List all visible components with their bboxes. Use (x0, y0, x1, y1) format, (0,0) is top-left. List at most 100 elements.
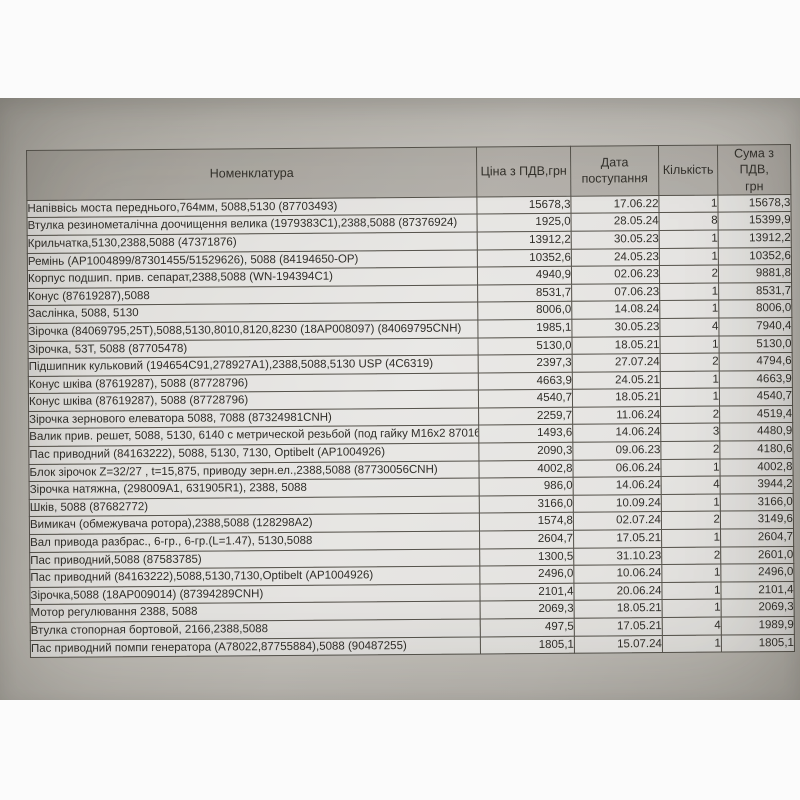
document-photo: Номенклатура Ціна з ПДВ,грн Дата поступа… (0, 98, 800, 700)
cell-price: 4663,9 (478, 371, 573, 391)
col-header-date: Дата поступання (570, 145, 659, 196)
cell-qty: 1 (662, 599, 722, 618)
cell-price: 15678,3 (476, 195, 572, 215)
cell-date: 14.08.24 (571, 300, 660, 320)
cell-price: 497,5 (480, 618, 575, 637)
cell-qty: 4 (662, 617, 722, 636)
cell-qty: 1 (659, 335, 720, 354)
cell-price: 1925,0 (477, 213, 572, 232)
col-header-qty: Кількість (658, 145, 718, 196)
cell-sum: 1989,9 (721, 616, 795, 635)
cell-price: 8531,7 (477, 283, 572, 303)
cell-price: 2259,7 (478, 407, 573, 426)
cell-price: 2397,3 (478, 354, 573, 373)
cell-qty: 2 (659, 265, 719, 284)
cell-qty: 1 (659, 300, 719, 319)
cell-sum: 2101,4 (720, 581, 795, 600)
cell-date: 18.05.21 (572, 388, 661, 408)
cell-price: 4940,9 (477, 266, 572, 285)
cell-sum: 4794,6 (719, 352, 793, 371)
cell-qty: 4 (659, 317, 719, 337)
cell-price: 1985,1 (477, 319, 572, 338)
cell-sum: 4519,4 (719, 405, 793, 424)
cell-price: 986,0 (479, 477, 574, 496)
cell-date: 17.05.21 (574, 617, 663, 636)
cell-qty: 1 (661, 529, 721, 548)
cell-qty: 1 (660, 458, 721, 477)
cell-sum: 9881,8 (718, 264, 792, 283)
cell-qty: 4 (661, 476, 721, 495)
cell-price: 1574,8 (479, 512, 574, 531)
cell-qty: 1 (659, 282, 719, 301)
cell-date: 09.06.23 (572, 441, 661, 460)
cell-price: 5130,0 (477, 336, 573, 356)
cell-date: 14.06.24 (573, 476, 662, 496)
cell-date: 14.06.24 (572, 423, 661, 443)
cell-sum: 4480,9 (719, 422, 793, 442)
cell-date: 10.06.24 (573, 564, 662, 584)
cell-qty: 1 (660, 370, 720, 389)
cell-price: 2496,0 (479, 565, 574, 584)
cell-sum: 13912,2 (718, 229, 792, 248)
cell-qty: 8 (659, 212, 719, 231)
cell-sum: 3944,2 (720, 475, 794, 494)
cell-sum: 4540,7 (719, 387, 793, 406)
cell-date: 02.07.24 (573, 511, 662, 531)
cell-qty: 1 (658, 194, 719, 213)
paper-sheet: Номенклатура Ціна з ПДВ,грн Дата поступа… (26, 144, 795, 658)
cell-sum: 10352,6 (718, 247, 792, 266)
cell-sum: 3149,6 (720, 510, 794, 530)
cell-qty: 1 (659, 247, 719, 266)
cell-date: 28.05.24 (571, 212, 660, 232)
cell-sum: 15678,3 (717, 194, 792, 213)
cell-date: 17.05.21 (573, 529, 662, 548)
cell-date: 15.07.24 (574, 635, 663, 654)
cell-sum: 2496,0 (720, 563, 794, 582)
cell-price: 1805,1 (480, 635, 575, 655)
cell-price: 4002,8 (478, 459, 574, 479)
cell-sum: 8531,7 (718, 282, 792, 301)
cell-price: 2069,3 (480, 600, 575, 619)
cell-price: 2604,7 (479, 530, 574, 549)
cell-sum: 3166,0 (720, 493, 794, 512)
cell-sum: 2601,0 (720, 546, 794, 565)
cell-date: 31.10.23 (573, 547, 662, 566)
cell-price: 10352,6 (477, 248, 572, 268)
col-header-sum: Сума з ПДВ, грн (717, 144, 791, 195)
cell-sum: 5130,0 (718, 334, 793, 354)
cell-qty: 1 (661, 581, 722, 600)
cell-qty: 1 (661, 493, 721, 512)
cell-sum: 15399,9 (718, 211, 792, 231)
cell-qty: 2 (660, 441, 720, 460)
cell-date: 17.06.22 (570, 195, 660, 214)
col-header-price: Ціна з ПДВ,грн (476, 146, 571, 197)
cell-date: 07.06.23 (571, 283, 660, 302)
cell-qty: 2 (661, 546, 721, 565)
cell-sum: 4002,8 (719, 458, 794, 477)
cell-date: 20.06.24 (573, 582, 663, 601)
cell-date: 06.06.24 (572, 459, 662, 478)
table-body: Напіввісь моста переднього,764мм, 5088,5… (26, 194, 795, 658)
cell-qty: 1 (659, 230, 719, 249)
cell-date: 10.09.24 (573, 494, 662, 513)
cell-name: Пас приводний помпи генератора (A78022,8… (30, 636, 481, 658)
cell-date: 11.06.24 (572, 406, 661, 425)
cell-qty: 3 (660, 423, 720, 442)
table-header-row: Номенклатура Ціна з ПДВ,грн Дата поступа… (26, 144, 791, 201)
cell-date: 18.05.21 (574, 599, 663, 619)
cell-price: 2090,3 (478, 442, 573, 461)
cell-date: 02.06.23 (571, 265, 660, 284)
cell-date: 18.05.21 (571, 336, 661, 355)
cell-price: 3166,0 (479, 495, 574, 514)
parts-table: Номенклатура Ціна з ПДВ,грн Дата поступа… (26, 144, 795, 658)
cell-sum: 2604,7 (720, 528, 794, 547)
cell-qty: 1 (662, 634, 722, 653)
cell-date: 30.05.23 (571, 230, 660, 249)
col-header-nomenclature: Номенклатура (26, 146, 477, 201)
cell-sum: 8006,0 (718, 299, 792, 318)
cell-price: 2101,4 (479, 583, 575, 602)
cell-sum: 4663,9 (719, 370, 793, 389)
cell-sum: 7940,4 (718, 317, 792, 336)
cell-price: 13912,2 (477, 231, 572, 250)
